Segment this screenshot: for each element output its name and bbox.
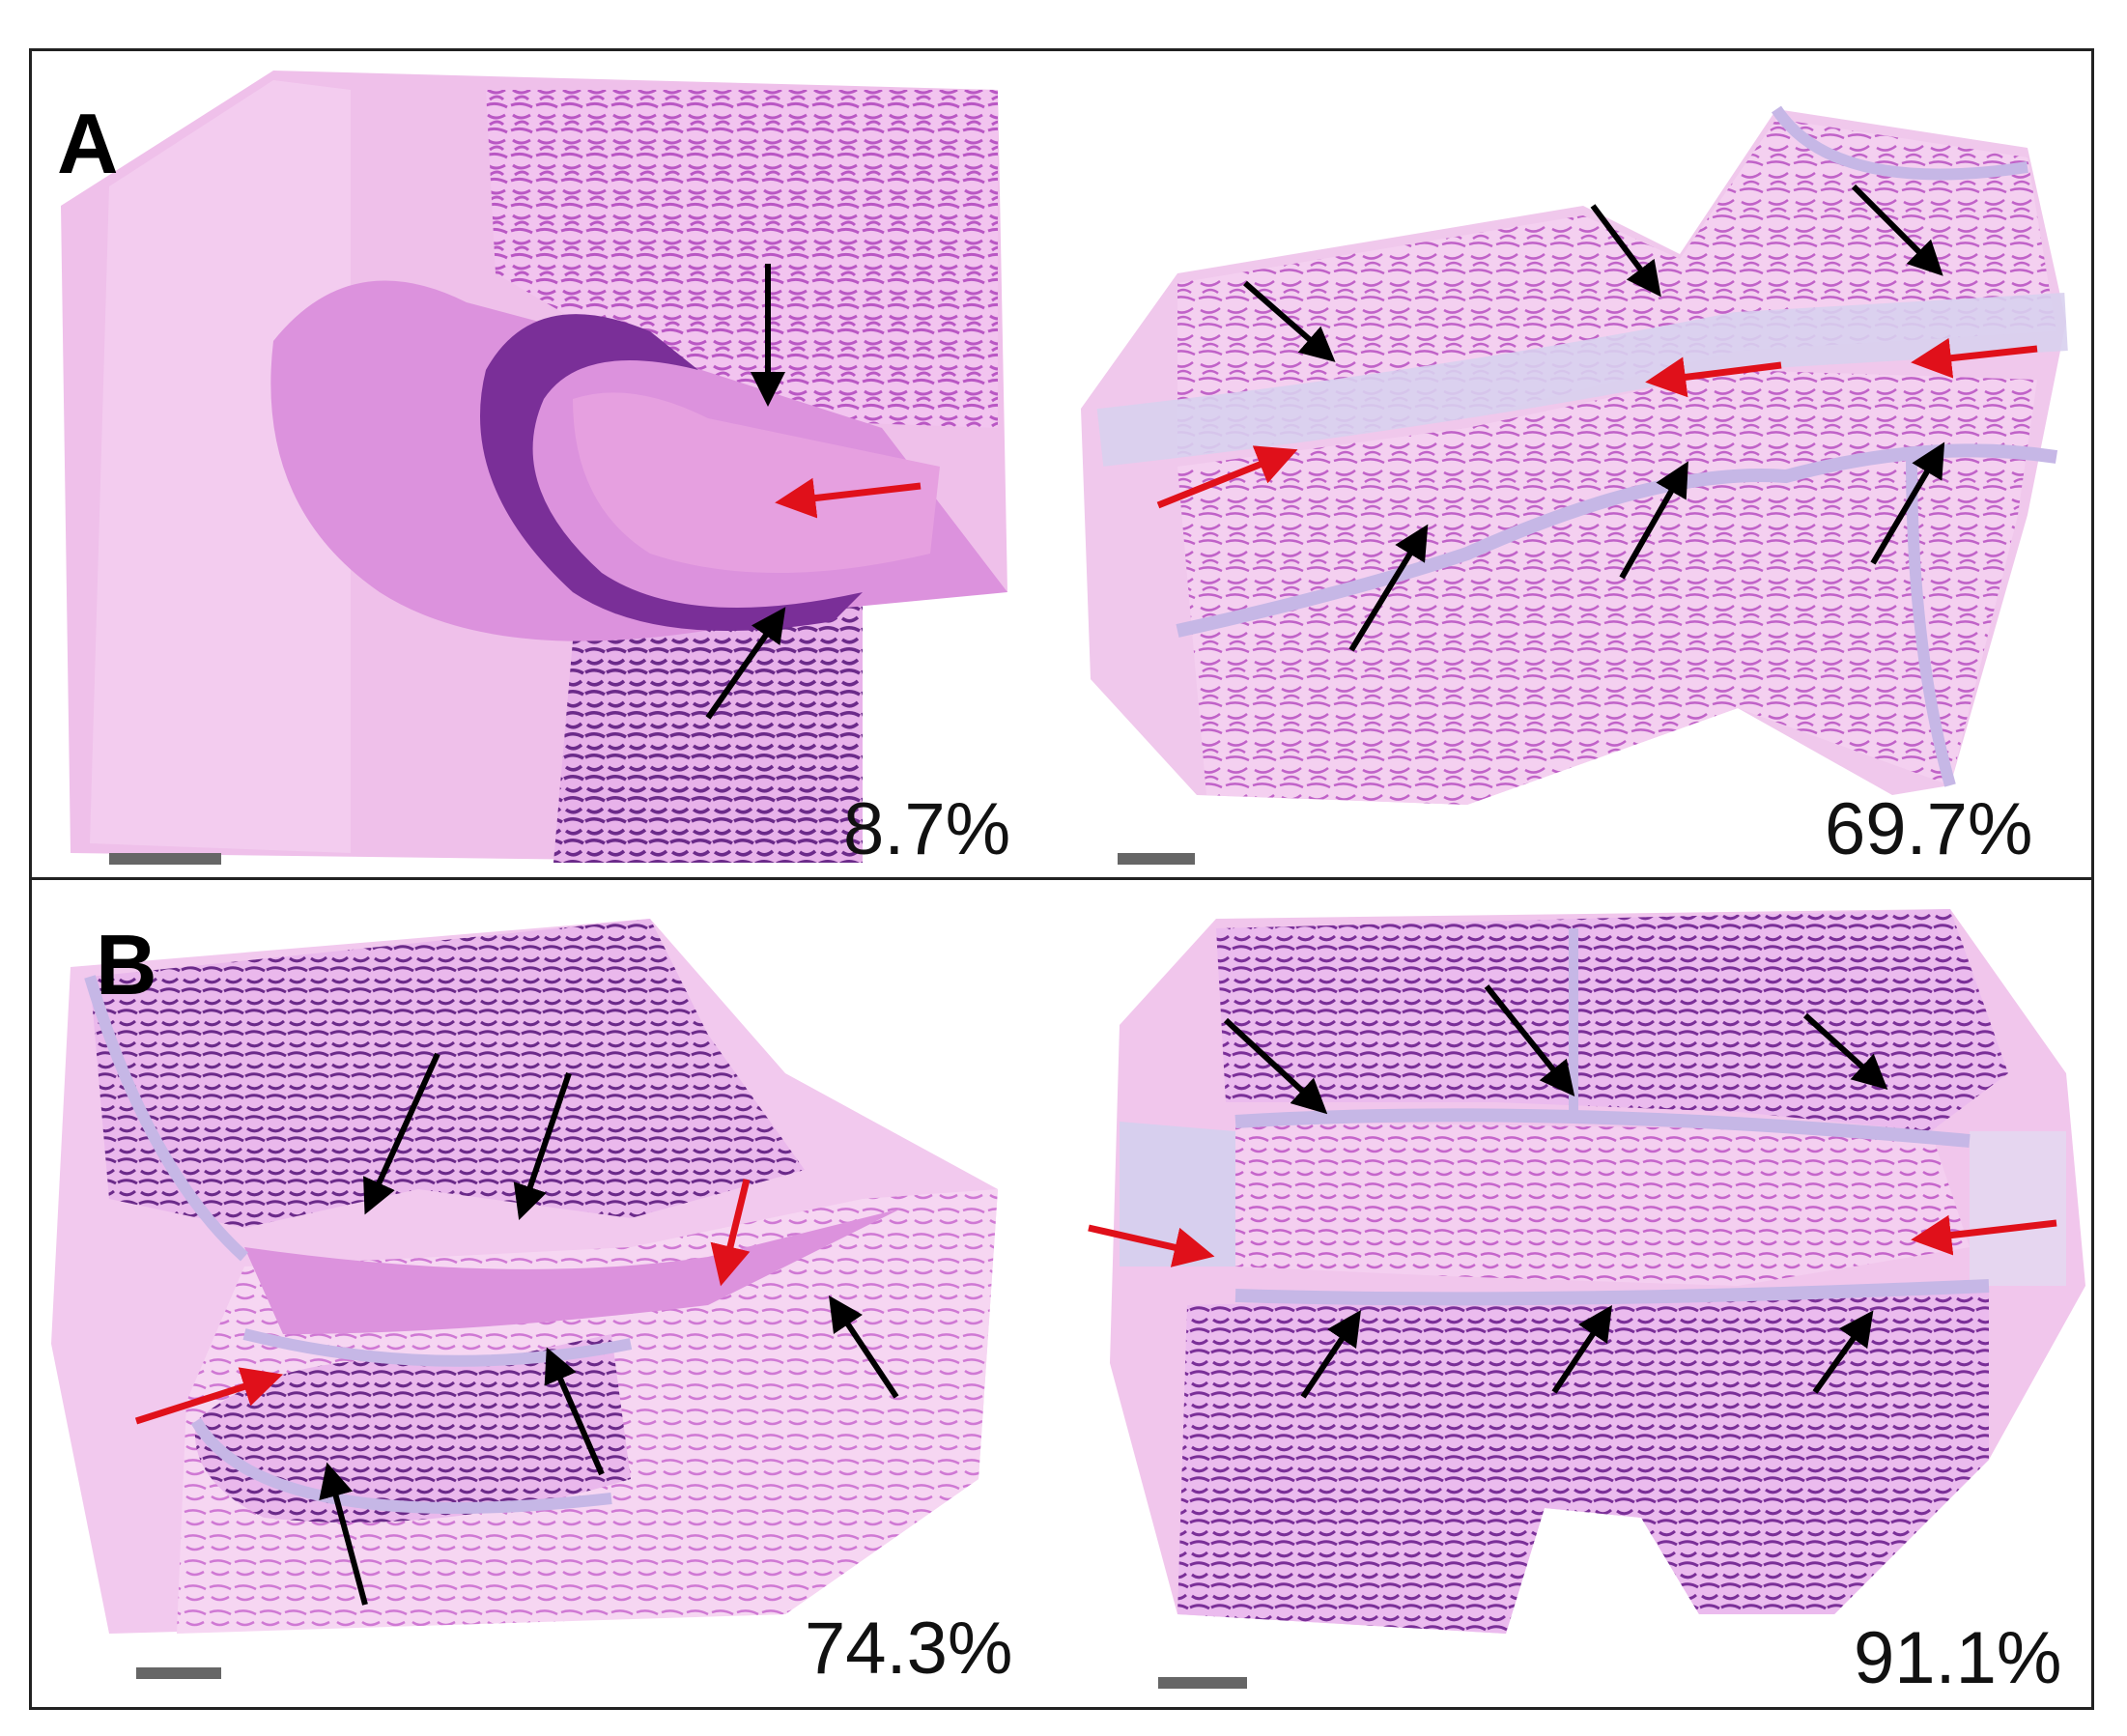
panel-b-left: B 74.3% (32, 880, 1062, 1707)
panel-a-right: 69.7% (1062, 51, 2091, 877)
scale-bar (136, 1667, 221, 1679)
histology-section-image (61, 71, 1007, 863)
panel-divider (29, 877, 2094, 880)
histology-section-image (1081, 105, 2068, 805)
panel-b-right: 91.1% (1062, 880, 2091, 1707)
percentage-label: 8.7% (843, 788, 1011, 870)
scale-bar (109, 853, 221, 865)
panel-letter-b: B (96, 917, 157, 1012)
histology-section-image (51, 919, 998, 1634)
percentage-label: 91.1% (1854, 1617, 2062, 1699)
percentage-label: 69.7% (1825, 788, 2033, 870)
panel-letter-a: A (57, 96, 119, 191)
percentage-label: 74.3% (805, 1608, 1013, 1690)
scale-bar (1118, 853, 1195, 865)
panel-row-a: A 8.7% (32, 51, 2091, 877)
histology-section-image (1088, 909, 2085, 1634)
panel-a-left: A 8.7% (32, 51, 1062, 877)
scale-bar (1158, 1677, 1247, 1689)
panel-row-b: B 74.3% (32, 880, 2091, 1707)
